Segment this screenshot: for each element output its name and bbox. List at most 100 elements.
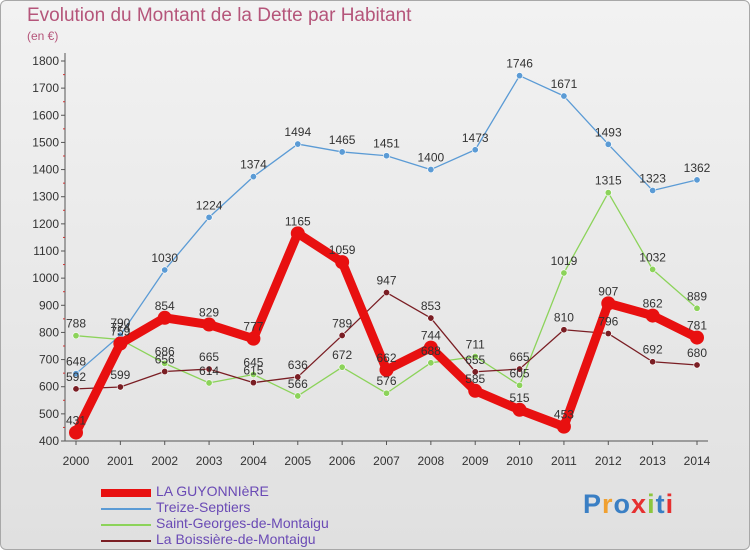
y-tick-label: 1200 <box>32 217 59 231</box>
data-label: 711 <box>466 338 485 352</box>
data-label: 431 <box>66 414 86 428</box>
data-point <box>512 402 527 417</box>
data-label: 789 <box>332 316 352 330</box>
data-label: 585 <box>465 372 485 386</box>
data-point <box>427 166 435 174</box>
data-point <box>649 358 657 366</box>
data-label: 1059 <box>329 243 356 257</box>
logo-letter: x <box>631 489 648 519</box>
data-label: 1451 <box>373 137 400 151</box>
data-point <box>690 330 704 345</box>
data-label: 576 <box>376 374 396 388</box>
x-tick-label: 2001 <box>107 454 134 468</box>
data-label: 810 <box>554 311 574 325</box>
y-tick-label: 600 <box>39 380 59 394</box>
data-point <box>161 368 169 376</box>
data-label: 1032 <box>639 250 666 264</box>
data-label: 614 <box>199 364 219 378</box>
data-point <box>69 425 83 440</box>
x-tick-label: 2009 <box>462 454 489 468</box>
data-label: 829 <box>199 306 219 320</box>
y-tick-label: 900 <box>39 298 59 312</box>
data-label: 854 <box>155 299 175 313</box>
x-tick-label: 2008 <box>418 454 445 468</box>
data-label: 947 <box>376 274 396 288</box>
data-point <box>693 361 701 369</box>
y-tick-label: 1400 <box>32 163 59 177</box>
data-label: 1374 <box>240 158 267 172</box>
data-point <box>516 72 524 80</box>
y-tick-label: 1600 <box>32 108 59 122</box>
data-label: 1473 <box>462 131 489 145</box>
y-tick-label: 1000 <box>32 271 59 285</box>
data-point <box>205 379 213 387</box>
data-point <box>72 370 80 378</box>
data-label: 862 <box>643 297 663 311</box>
data-point <box>471 146 479 154</box>
data-label: 1019 <box>551 254 578 268</box>
data-point <box>382 152 390 160</box>
data-point <box>249 370 257 378</box>
x-tick-label: 2012 <box>595 454 622 468</box>
logo-letter: P <box>583 489 603 519</box>
data-label: 566 <box>288 377 308 391</box>
y-tick-label: 700 <box>39 353 59 367</box>
x-tick-label: 2005 <box>284 454 311 468</box>
x-tick-label: 2014 <box>684 454 711 468</box>
data-point <box>423 340 438 355</box>
logo-letter: o <box>613 489 632 519</box>
y-tick-label: 1100 <box>33 244 59 258</box>
data-label: 680 <box>687 346 707 360</box>
data-label: 1315 <box>595 174 622 188</box>
data-point <box>516 365 524 373</box>
data-point <box>645 308 660 323</box>
data-point <box>161 266 169 274</box>
legend-swatch <box>101 489 151 497</box>
data-label: 1323 <box>639 171 666 185</box>
data-point <box>601 296 616 311</box>
data-point <box>205 213 213 221</box>
logo-letter: t <box>655 489 666 519</box>
data-point <box>72 332 80 340</box>
legend-swatch <box>101 508 151 510</box>
data-label: 648 <box>66 355 86 369</box>
data-point <box>471 353 479 361</box>
data-label: 1465 <box>329 133 356 147</box>
data-point <box>427 314 435 322</box>
data-point <box>157 310 172 325</box>
y-tick-label: 1700 <box>32 81 59 95</box>
data-point <box>649 265 657 273</box>
data-label: 605 <box>510 366 530 380</box>
data-label: 645 <box>243 356 263 370</box>
data-point <box>471 368 479 376</box>
legend-label: Treize-Septiers <box>156 499 251 515</box>
data-label: 889 <box>687 289 707 303</box>
data-label: 615 <box>243 364 263 378</box>
data-label: 796 <box>598 315 618 329</box>
data-label: 655 <box>465 353 485 367</box>
data-point <box>604 189 612 197</box>
data-point <box>693 304 701 312</box>
data-label: 665 <box>199 350 219 364</box>
legend-label: LA GUYONNIèRE <box>156 483 269 499</box>
data-point <box>382 389 390 397</box>
y-tick-label: 1300 <box>32 190 59 204</box>
y-tick-label: 500 <box>39 407 59 421</box>
data-point <box>649 186 657 194</box>
data-point <box>294 392 302 400</box>
data-point <box>560 269 568 277</box>
data-label: 759 <box>110 325 130 339</box>
data-point <box>560 92 568 100</box>
y-tick-label: 800 <box>39 325 59 339</box>
data-label: 453 <box>554 408 574 422</box>
data-label: 1362 <box>684 161 711 175</box>
data-label: 1746 <box>506 57 533 71</box>
data-label: 1400 <box>418 151 445 165</box>
data-label: 907 <box>598 284 618 298</box>
data-point <box>290 226 305 241</box>
data-label: 1493 <box>595 125 622 139</box>
legend-label: La Boissière-de-Montaigu <box>156 531 316 547</box>
data-point <box>556 419 571 434</box>
